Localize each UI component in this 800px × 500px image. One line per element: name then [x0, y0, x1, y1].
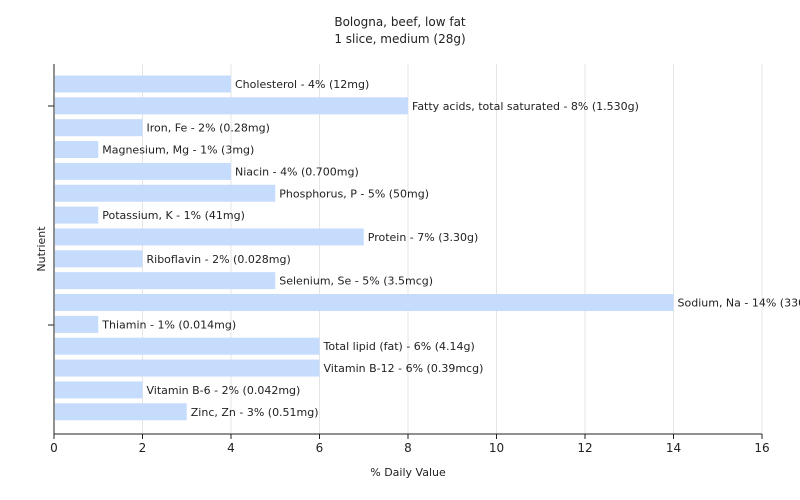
bar-label: Sodium, Na - 14% (330mg) [678, 297, 800, 310]
x-tick-label: 10 [489, 441, 504, 455]
x-tick-label: 2 [139, 441, 147, 455]
bar [55, 97, 408, 115]
bar [55, 119, 143, 137]
x-tick-label: 4 [227, 441, 235, 455]
bar [55, 250, 143, 268]
x-tick-label: 8 [404, 441, 412, 455]
bar-label: Vitamin B-6 - 2% (0.042mg) [147, 384, 301, 397]
bar-label: Niacin - 4% (0.700mg) [235, 165, 359, 178]
x-tick-label: 16 [754, 441, 769, 455]
bar-label: Vitamin B-12 - 6% (0.39mcg) [324, 362, 484, 375]
x-tick-label: 6 [316, 441, 324, 455]
bar [55, 184, 276, 202]
chart-subtitle: 1 slice, medium (28g) [334, 32, 466, 46]
bar [55, 141, 99, 159]
bar [55, 228, 364, 246]
bar-label: Potassium, K - 1% (41mg) [102, 209, 245, 222]
bar [55, 359, 320, 377]
x-tick-label: 12 [577, 441, 592, 455]
bar-label: Cholesterol - 4% (12mg) [235, 78, 369, 91]
bar [55, 315, 99, 333]
y-axis-title: Nutrient [35, 226, 48, 272]
bar [55, 381, 143, 399]
bar-label: Thiamin - 1% (0.014mg) [101, 318, 236, 331]
bar-label: Riboflavin - 2% (0.028mg) [147, 253, 291, 266]
bar [55, 403, 187, 421]
bar-label: Protein - 7% (3.30g) [368, 231, 479, 244]
bar [55, 206, 99, 224]
chart-title: Bologna, beef, low fat [334, 15, 466, 29]
bar-label: Zinc, Zn - 3% (0.51mg) [191, 406, 319, 419]
bar-label: Total lipid (fat) - 6% (4.14g) [323, 340, 475, 353]
bar [55, 75, 231, 93]
bar [55, 162, 231, 180]
x-tick-label: 14 [666, 441, 681, 455]
bar-label: Selenium, Se - 5% (3.5mcg) [279, 275, 433, 288]
bar-label: Magnesium, Mg - 1% (3mg) [102, 144, 254, 157]
bar-label: Fatty acids, total saturated - 8% (1.530… [412, 100, 639, 113]
bar [55, 272, 276, 290]
bar [55, 294, 674, 311]
bar-label: Iron, Fe - 2% (0.28mg) [147, 122, 270, 135]
bar [55, 337, 320, 355]
bar-label: Phosphorus, P - 5% (50mg) [279, 187, 429, 200]
x-tick-label: 0 [50, 441, 58, 455]
x-axis-title: % Daily Value [370, 466, 446, 479]
